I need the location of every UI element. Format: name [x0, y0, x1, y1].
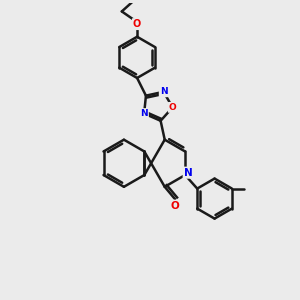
Text: O: O: [171, 201, 179, 211]
Text: O: O: [169, 103, 176, 112]
Text: N: N: [140, 109, 148, 118]
Text: N: N: [184, 168, 192, 178]
Text: N: N: [160, 87, 167, 96]
Text: O: O: [133, 19, 141, 29]
